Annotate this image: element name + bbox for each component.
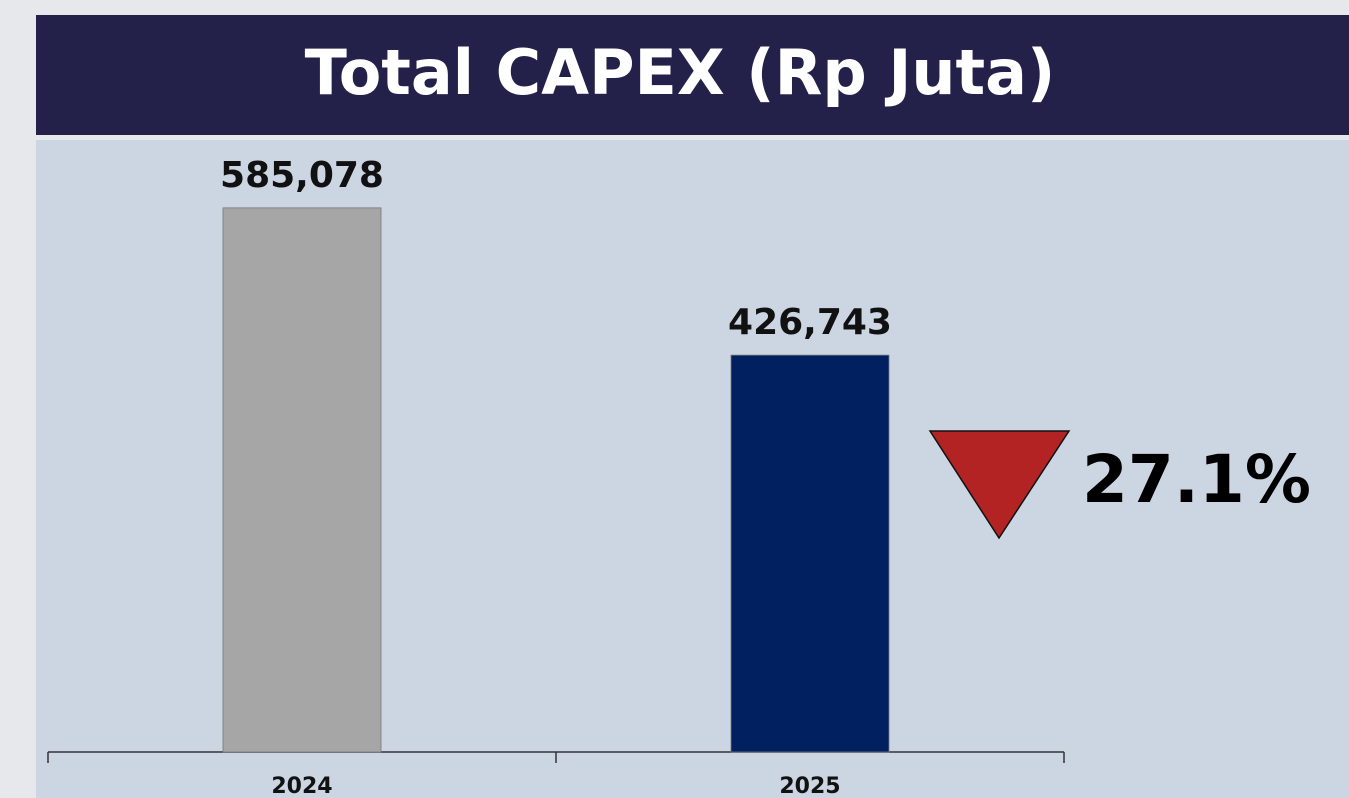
bar [222, 207, 382, 753]
change-annotation: 27.1% [1082, 441, 1311, 518]
down-arrow [928, 430, 1071, 540]
x-tick-label: 2024 [271, 774, 332, 798]
x-tick-label: 2025 [779, 774, 840, 798]
value-label: 585,078 [220, 155, 384, 196]
title-band [36, 15, 1349, 135]
bar [730, 354, 890, 753]
chart-title: Total CAPEX (Rp Juta) [305, 36, 1056, 109]
value-label: 426,743 [728, 302, 892, 343]
